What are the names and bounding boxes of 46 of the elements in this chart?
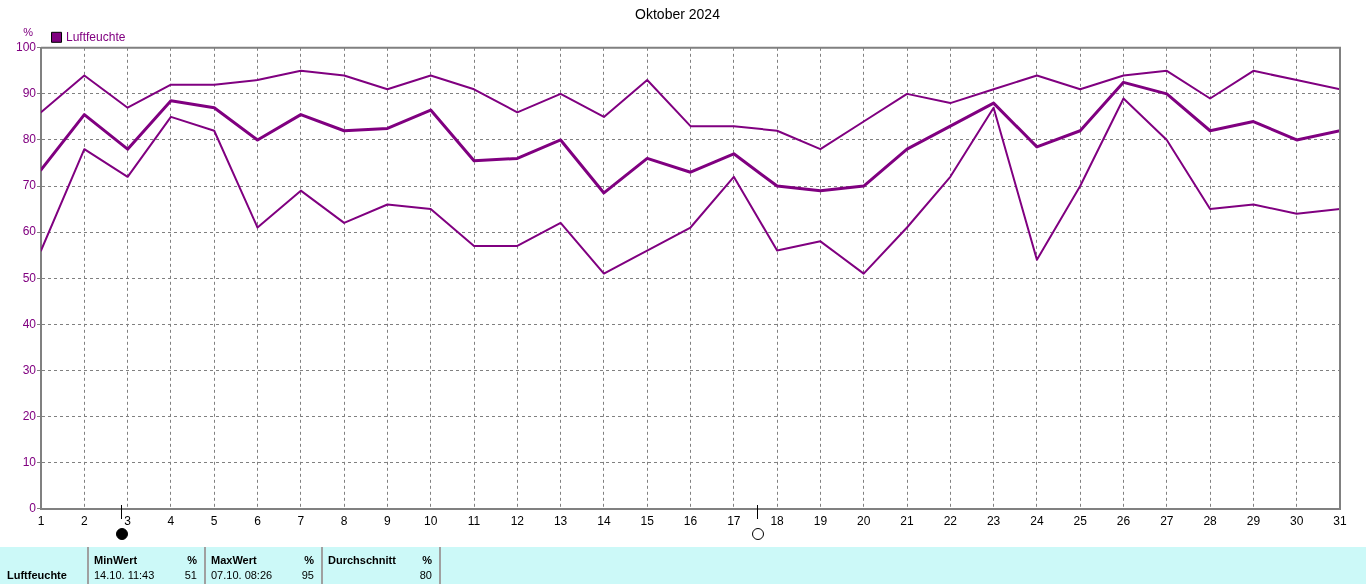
x-tick-label: 22 (943, 514, 958, 529)
chart-title: Oktober 2024 (635, 6, 721, 23)
legend-label: Luftfeuchte (66, 30, 126, 45)
x-tick-label: 12 (510, 514, 525, 529)
x-tick-label: 18 (770, 514, 785, 529)
x-tick-label: 25 (1073, 514, 1088, 529)
x-tick-label: 5 (210, 514, 218, 529)
x-tick-label: 7 (297, 514, 305, 529)
x-tick-label: 9 (384, 514, 392, 529)
x-tick-label: 8 (340, 514, 348, 529)
x-tick-label: 11 (467, 514, 481, 529)
y-tick-label: 10 (22, 454, 37, 469)
y-tick-label: 50 (22, 270, 37, 285)
x-tick-label: 28 (1203, 514, 1218, 529)
y-tick-label: 30 (22, 362, 37, 377)
y-axis-title: % (23, 25, 34, 38)
x-tick-label: 21 (900, 514, 914, 529)
x-tick-label: 29 (1246, 514, 1261, 529)
x-tick-label: 26 (1116, 514, 1131, 529)
x-tick-label: 20 (857, 514, 871, 529)
x-tick-label: 14 (597, 514, 611, 529)
y-tick-label: 40 (22, 316, 37, 331)
x-tick-label: 24 (1030, 514, 1044, 529)
x-tick-label: 31 (1333, 514, 1347, 529)
y-tick-label: 100 (15, 40, 37, 55)
x-tick-label: 17 (727, 514, 741, 529)
y-tick-label: 20 (22, 408, 37, 423)
x-tick-label: 19 (813, 514, 828, 529)
x-tick-label: 13 (553, 514, 568, 529)
x-tick-label: 1 (37, 514, 45, 529)
x-tick-label: 15 (640, 514, 655, 529)
x-tick-label: 16 (683, 514, 698, 529)
y-tick-label: 70 (22, 178, 37, 193)
x-tick-label: 23 (986, 514, 1001, 529)
summary-table: Luftfeuchte MinWert % 14.10. 11:43 51 MaxWert % 07.10. 08:26 95 Durchschnitt % 80 (0, 547, 1366, 584)
x-tick-label: 27 (1160, 514, 1174, 529)
x-tick-label: 4 (167, 514, 175, 529)
x-tick-label: 30 (1290, 514, 1304, 529)
x-tick-label: 6 (254, 514, 262, 529)
x-tick-label: 10 (424, 514, 438, 529)
y-tick-label: 0 (29, 500, 37, 515)
y-tick-label: 90 (22, 86, 37, 101)
y-tick-label: 60 (22, 224, 37, 239)
x-tick-label: 2 (80, 514, 88, 529)
y-tick-label: 80 (22, 132, 37, 147)
x-tick-label: 3 (124, 514, 132, 529)
